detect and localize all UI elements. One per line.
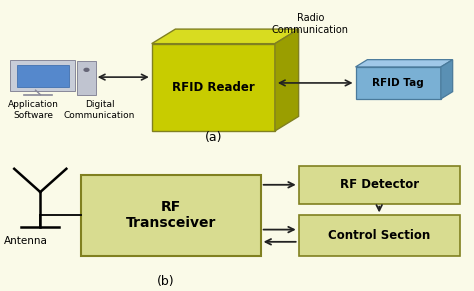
Text: (b): (b) [157, 275, 175, 288]
FancyBboxPatch shape [17, 65, 69, 87]
FancyBboxPatch shape [356, 67, 441, 99]
Text: Application
Software: Application Software [8, 100, 59, 120]
FancyBboxPatch shape [81, 175, 261, 256]
FancyBboxPatch shape [77, 61, 96, 95]
Text: RFID Reader: RFID Reader [172, 81, 255, 94]
Text: RF
Transceiver: RF Transceiver [126, 200, 216, 230]
Polygon shape [152, 29, 299, 44]
Circle shape [84, 68, 89, 71]
FancyBboxPatch shape [299, 215, 460, 256]
FancyBboxPatch shape [152, 44, 275, 131]
FancyBboxPatch shape [10, 60, 75, 91]
Polygon shape [441, 60, 453, 99]
Text: Digital
Communication: Digital Communication [64, 100, 135, 120]
Text: Antenna: Antenna [4, 236, 48, 246]
Text: Radio
Communication: Radio Communication [272, 13, 349, 35]
Text: (a): (a) [205, 131, 222, 144]
Polygon shape [275, 29, 299, 131]
Text: RFID Tag: RFID Tag [372, 78, 424, 88]
FancyBboxPatch shape [299, 166, 460, 204]
Text: Control Section: Control Section [328, 229, 430, 242]
Polygon shape [356, 60, 453, 67]
Text: RF Detector: RF Detector [340, 178, 419, 191]
